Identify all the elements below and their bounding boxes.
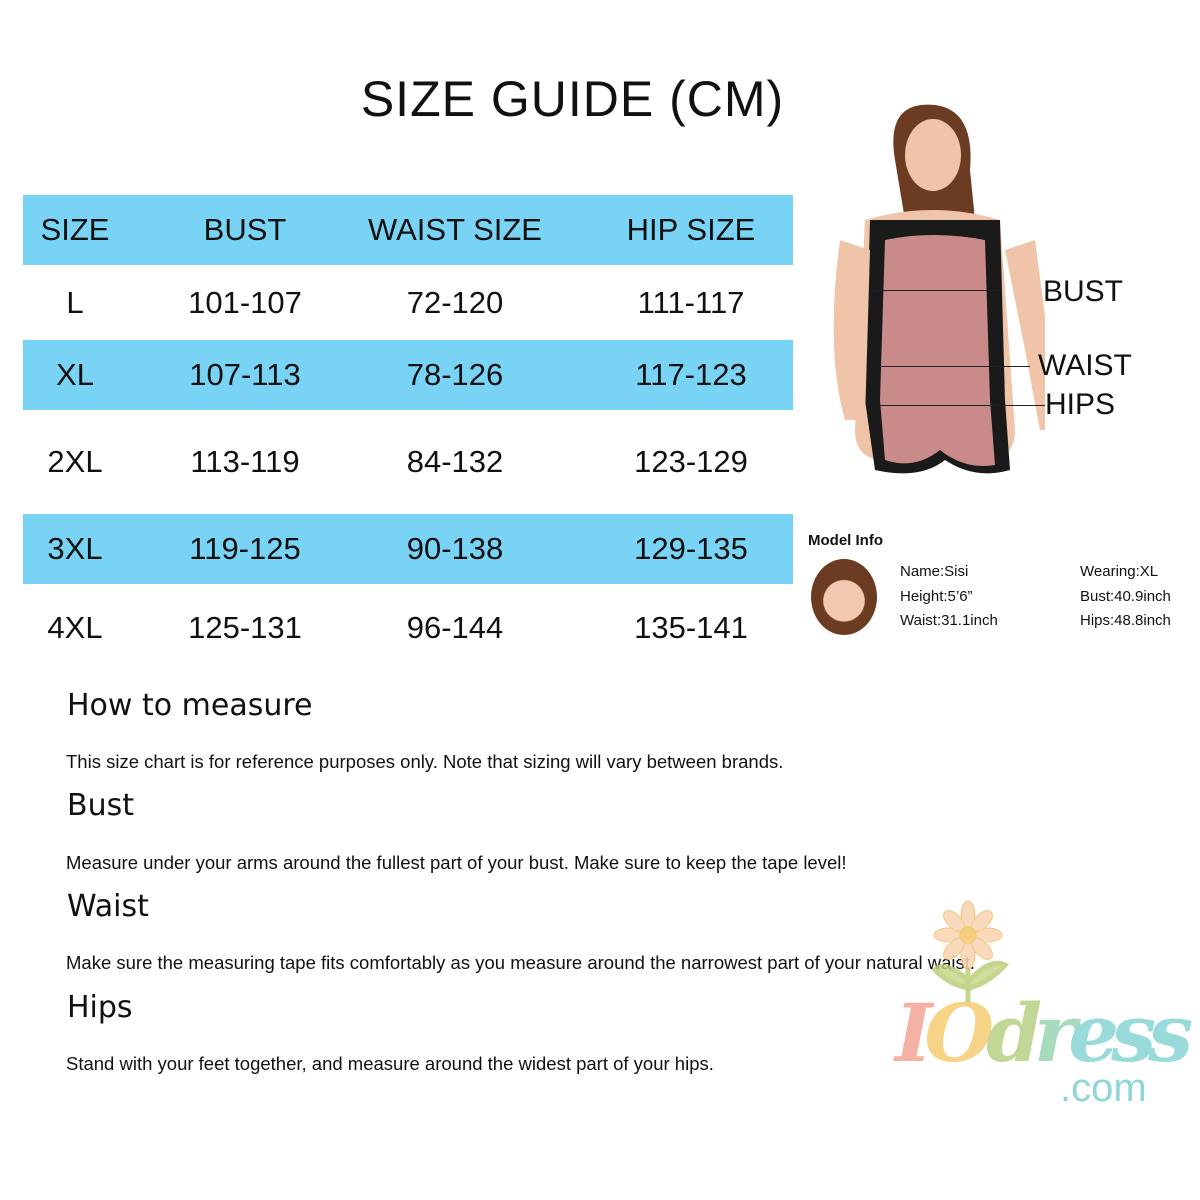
section-heading: Waist — [67, 889, 149, 924]
cell-size: 3XL — [47, 531, 103, 566]
model-bust: Bust:40.9inch — [1080, 587, 1171, 605]
table-row: 3XL 119-125 90-138 129-135 — [23, 514, 793, 584]
hips-label: HIPS — [1045, 388, 1116, 421]
model-hips: Hips:48.8inch — [1080, 612, 1171, 629]
header-size: SIZE — [40, 212, 110, 247]
cell-bust: 113-119 — [190, 444, 300, 479]
cell-waist: 96-144 — [406, 609, 504, 645]
cell-hip: 129-135 — [634, 531, 748, 566]
hips-line — [880, 405, 1045, 406]
cell-size: 2XL — [47, 444, 103, 479]
section-text: Stand with your feet together, and measu… — [66, 1053, 714, 1074]
section-text: Make sure the measuring tape fits comfor… — [66, 952, 976, 973]
section-text: Measure under your arms around the fulle… — [66, 852, 847, 873]
table-row: 2XL 113-119 84-132 123-129 — [23, 410, 793, 514]
cell-size: L — [66, 284, 84, 320]
model-height: Height:5’6” — [900, 587, 973, 605]
table-row: XL 107-113 78-126 117-123 — [23, 340, 793, 410]
model-waist: Waist:31.1inch — [900, 612, 998, 629]
section-heading: Bust — [67, 788, 134, 823]
header-hip: HIP SIZE — [626, 212, 756, 247]
cell-waist: 72-120 — [406, 284, 504, 320]
waist-line — [880, 366, 1030, 367]
cell-waist: 78-126 — [406, 357, 504, 392]
iodress-logo: IOdress — [895, 986, 1193, 1080]
cell-hip: 111-117 — [637, 284, 745, 320]
model-wearing: Wearing:XL — [1080, 563, 1159, 580]
bust-line — [870, 290, 998, 291]
cell-size: XL — [56, 357, 94, 392]
logo-suffix: .com — [1060, 1066, 1147, 1110]
cell-hip: 135-141 — [634, 609, 748, 645]
cell-hip: 123-129 — [634, 444, 748, 479]
cell-waist: 84-132 — [406, 444, 504, 479]
cell-size: 4XL — [47, 609, 103, 645]
table-header: SIZE BUST WAIST SIZE HIP SIZE — [23, 195, 793, 265]
cell-bust: 101-107 — [188, 284, 302, 320]
cell-bust: 107-113 — [189, 357, 301, 392]
bust-label: BUST — [1043, 275, 1124, 308]
waist-label: WAIST — [1038, 349, 1132, 382]
model-photo — [833, 104, 1045, 474]
header-bust: BUST — [203, 212, 287, 247]
page-title: SIZE GUIDE (CM) — [360, 71, 785, 127]
model-info-left: Name:Sisi Height:5’6” Waist:31.1inch — [900, 560, 998, 634]
cell-hip: 117-123 — [635, 357, 747, 392]
section-heading: Hips — [67, 990, 133, 1025]
cell-waist: 90-138 — [406, 531, 504, 566]
table-row: L 101-107 72-120 111-117 — [23, 265, 793, 340]
section-heading: How to measure — [67, 688, 313, 723]
header-waist: WAIST SIZE — [368, 212, 542, 247]
cell-bust: 119-125 — [189, 531, 301, 566]
flower-icon — [931, 900, 1010, 1005]
cell-bust: 125-131 — [188, 609, 302, 645]
section-text: This size chart is for reference purpose… — [66, 751, 784, 772]
model-avatar — [811, 559, 877, 635]
model-name: Name:Sisi — [900, 563, 969, 580]
model-info-right: Wearing:XL Bust:40.9inch Hips:48.8inch — [1080, 560, 1171, 634]
table-row: 4XL 125-131 96-144 135-141 — [23, 590, 793, 665]
model-info-title: Model Info — [808, 532, 883, 549]
